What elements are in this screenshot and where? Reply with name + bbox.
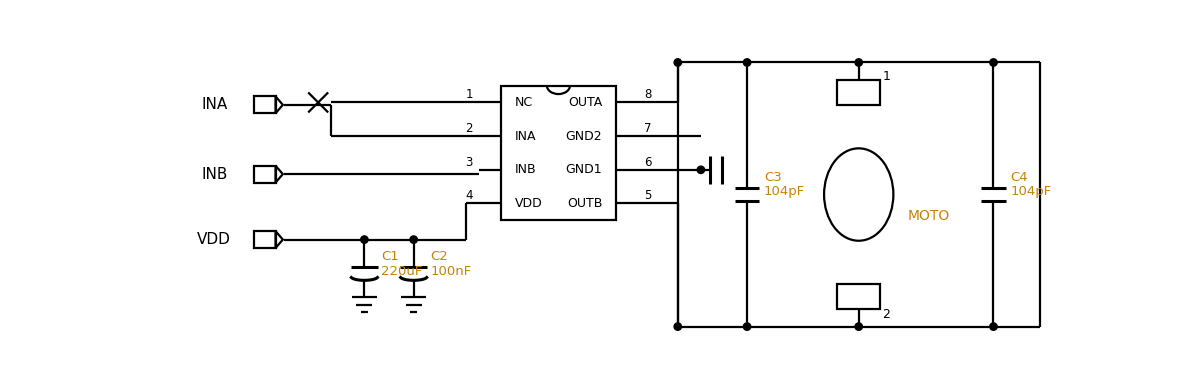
- Bar: [501, 86, 617, 220]
- Text: 104pF: 104pF: [764, 185, 805, 198]
- Circle shape: [674, 323, 681, 330]
- Circle shape: [744, 323, 751, 330]
- Text: C4: C4: [1010, 171, 1028, 184]
- Text: 1: 1: [883, 70, 890, 83]
- Circle shape: [990, 323, 997, 330]
- Text: VDD: VDD: [197, 232, 231, 247]
- Text: VDD: VDD: [514, 197, 542, 210]
- Text: INB: INB: [202, 167, 228, 182]
- Text: 2: 2: [466, 122, 473, 135]
- Circle shape: [674, 59, 681, 66]
- Circle shape: [990, 59, 997, 66]
- Text: OUTB: OUTB: [567, 197, 602, 210]
- Text: 6: 6: [644, 156, 652, 169]
- Bar: [253, 231, 276, 248]
- Text: C2: C2: [430, 250, 448, 263]
- Bar: [837, 284, 881, 309]
- Text: OUTA: OUTA: [568, 96, 602, 109]
- Text: 100nF: 100nF: [430, 266, 472, 278]
- Text: 1: 1: [466, 88, 473, 101]
- Text: GND2: GND2: [566, 130, 602, 142]
- Text: C1: C1: [381, 250, 399, 263]
- Bar: [253, 166, 276, 183]
- Text: MOTO: MOTO: [907, 209, 949, 223]
- Text: INB: INB: [514, 163, 536, 176]
- Text: 8: 8: [644, 88, 652, 101]
- Text: 3: 3: [466, 156, 473, 169]
- Circle shape: [697, 166, 705, 173]
- Text: GND1: GND1: [566, 163, 602, 176]
- Text: INA: INA: [514, 130, 536, 142]
- Text: 4: 4: [466, 189, 473, 202]
- Text: NC: NC: [514, 96, 533, 109]
- Text: INA: INA: [202, 97, 228, 112]
- Circle shape: [410, 236, 417, 243]
- Text: 5: 5: [644, 189, 652, 202]
- Text: 220uF: 220uF: [381, 266, 423, 278]
- Circle shape: [855, 323, 862, 330]
- Text: 104pF: 104pF: [1010, 185, 1052, 198]
- Circle shape: [361, 236, 368, 243]
- Bar: [253, 96, 276, 113]
- Bar: [837, 80, 881, 105]
- Text: C3: C3: [764, 171, 782, 184]
- Circle shape: [855, 59, 862, 66]
- Text: 2: 2: [883, 308, 890, 321]
- Circle shape: [744, 59, 751, 66]
- Text: 7: 7: [644, 122, 652, 135]
